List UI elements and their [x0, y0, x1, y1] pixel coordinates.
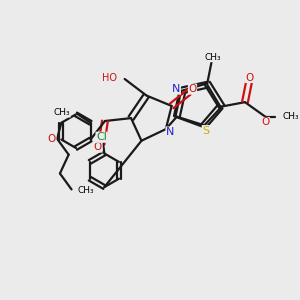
Text: HO: HO: [101, 73, 116, 82]
Text: N: N: [166, 127, 174, 137]
Text: O: O: [94, 142, 102, 152]
Text: O: O: [48, 134, 56, 144]
Text: CH₃: CH₃: [283, 112, 299, 121]
Text: CH₃: CH₃: [54, 108, 70, 117]
Text: Cl: Cl: [96, 132, 107, 142]
Text: O: O: [261, 118, 269, 128]
Text: CH₃: CH₃: [205, 53, 221, 62]
Text: S: S: [202, 126, 209, 136]
Text: O: O: [188, 84, 196, 94]
Text: CH₃: CH₃: [77, 186, 94, 195]
Text: O: O: [245, 73, 254, 82]
Text: N: N: [172, 84, 180, 94]
